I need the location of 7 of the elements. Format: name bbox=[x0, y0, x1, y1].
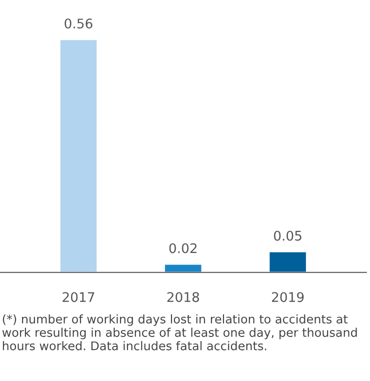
x-tick-label: 2018 bbox=[167, 292, 200, 302]
x-tick-label: 2019 bbox=[272, 292, 304, 302]
text: (*) number of working days lost in relation to accidents at work resulting in absence of at least one day, per thousand hours worked. Data includes fatal accidents. bbox=[2, 314, 357, 350]
data-label: 0.56 bbox=[64, 18, 92, 29]
data-label: 0.05 bbox=[274, 230, 302, 241]
x-tick-label: 2017 bbox=[62, 292, 94, 302]
data-label: 0.02 bbox=[169, 243, 197, 254]
